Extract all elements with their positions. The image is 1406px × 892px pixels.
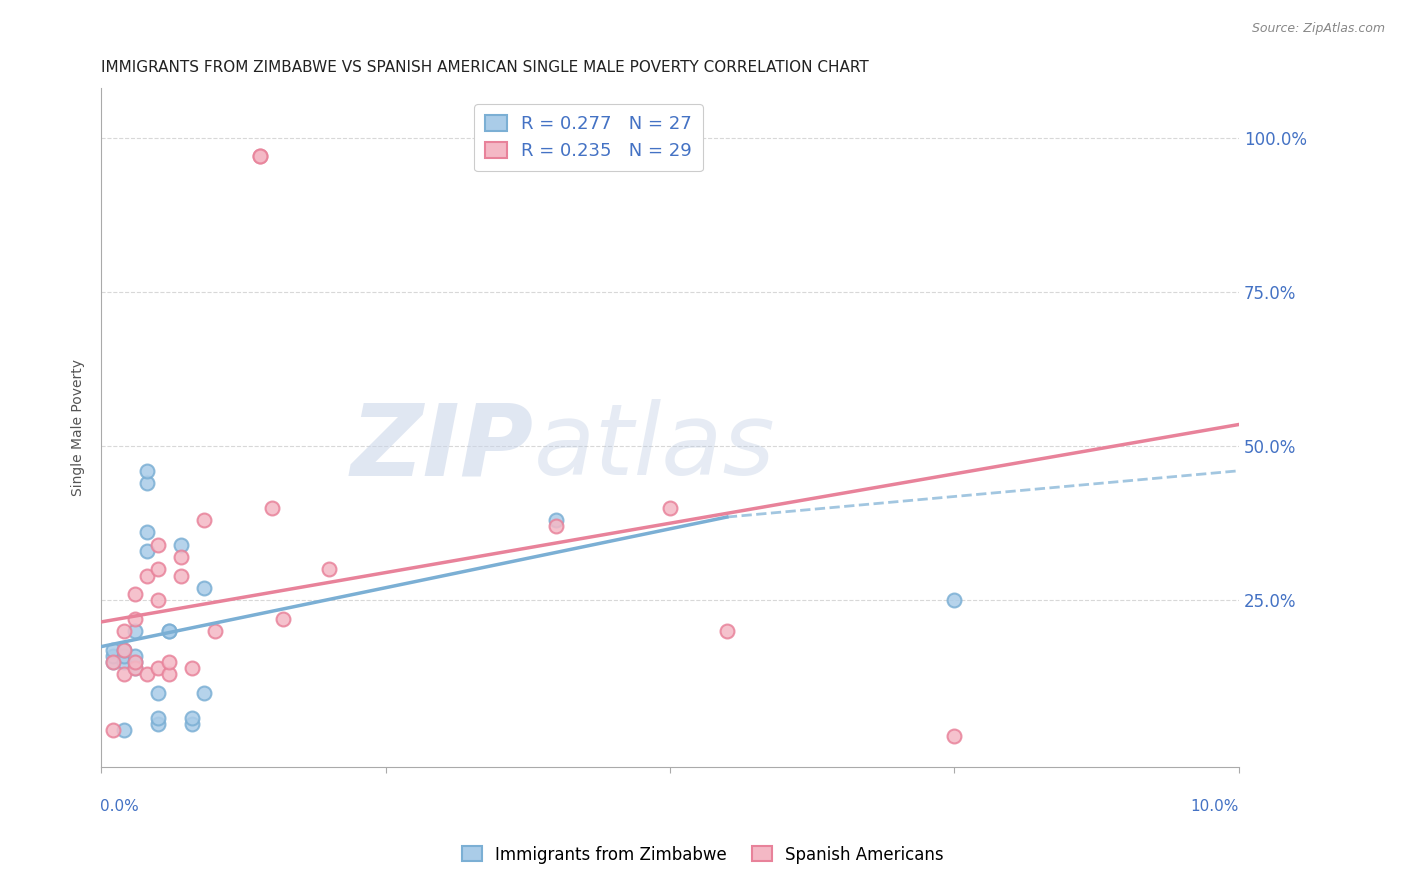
Point: [124, 587, 146, 601]
Point: [112, 655, 135, 669]
Text: 0.0%: 0.0%: [100, 799, 139, 814]
Point: [318, 562, 340, 576]
Point: [181, 710, 204, 724]
Point: [135, 544, 157, 558]
Point: [112, 723, 135, 737]
Point: [124, 655, 146, 669]
Point: [124, 661, 146, 675]
Point: [124, 612, 146, 626]
Point: [159, 624, 181, 639]
Point: [716, 624, 738, 639]
Point: [135, 464, 157, 478]
Point: [135, 476, 157, 491]
Text: ZIP: ZIP: [350, 400, 533, 497]
Point: [271, 612, 294, 626]
Point: [112, 667, 135, 681]
Point: [112, 642, 135, 657]
Point: [943, 593, 966, 607]
Point: [135, 667, 157, 681]
Point: [101, 655, 124, 669]
Point: [181, 661, 204, 675]
Point: [112, 642, 135, 657]
Point: [159, 655, 181, 669]
Point: [112, 648, 135, 663]
Text: atlas: atlas: [533, 400, 775, 497]
Point: [170, 538, 193, 552]
Legend: Immigrants from Zimbabwe, Spanish Americans: Immigrants from Zimbabwe, Spanish Americ…: [456, 839, 950, 871]
Point: [943, 729, 966, 743]
Legend: R = 0.277   N = 27, R = 0.235   N = 29: R = 0.277 N = 27, R = 0.235 N = 29: [474, 104, 703, 171]
Point: [249, 149, 271, 163]
Point: [135, 525, 157, 540]
Point: [546, 513, 568, 527]
Point: [101, 642, 124, 657]
Point: [124, 661, 146, 675]
Point: [146, 661, 169, 675]
Text: Source: ZipAtlas.com: Source: ZipAtlas.com: [1251, 22, 1385, 36]
Point: [146, 538, 169, 552]
Point: [146, 710, 169, 724]
Point: [124, 655, 146, 669]
Text: IMMIGRANTS FROM ZIMBABWE VS SPANISH AMERICAN SINGLE MALE POVERTY CORRELATION CHA: IMMIGRANTS FROM ZIMBABWE VS SPANISH AMER…: [101, 60, 869, 75]
Point: [546, 519, 568, 533]
Point: [159, 624, 181, 639]
Point: [135, 568, 157, 582]
Point: [249, 149, 271, 163]
Point: [159, 667, 181, 681]
Point: [101, 648, 124, 663]
Point: [204, 624, 226, 639]
Point: [101, 723, 124, 737]
Point: [659, 500, 682, 515]
Point: [146, 716, 169, 731]
Point: [170, 568, 193, 582]
Point: [146, 562, 169, 576]
Point: [181, 716, 204, 731]
Point: [193, 581, 215, 595]
Point: [260, 500, 283, 515]
Point: [170, 550, 193, 565]
Text: 10.0%: 10.0%: [1191, 799, 1239, 814]
Point: [193, 513, 215, 527]
Point: [193, 686, 215, 700]
Point: [124, 648, 146, 663]
Point: [124, 624, 146, 639]
Y-axis label: Single Male Poverty: Single Male Poverty: [72, 359, 86, 496]
Point: [146, 686, 169, 700]
Point: [146, 593, 169, 607]
Point: [101, 655, 124, 669]
Point: [112, 624, 135, 639]
